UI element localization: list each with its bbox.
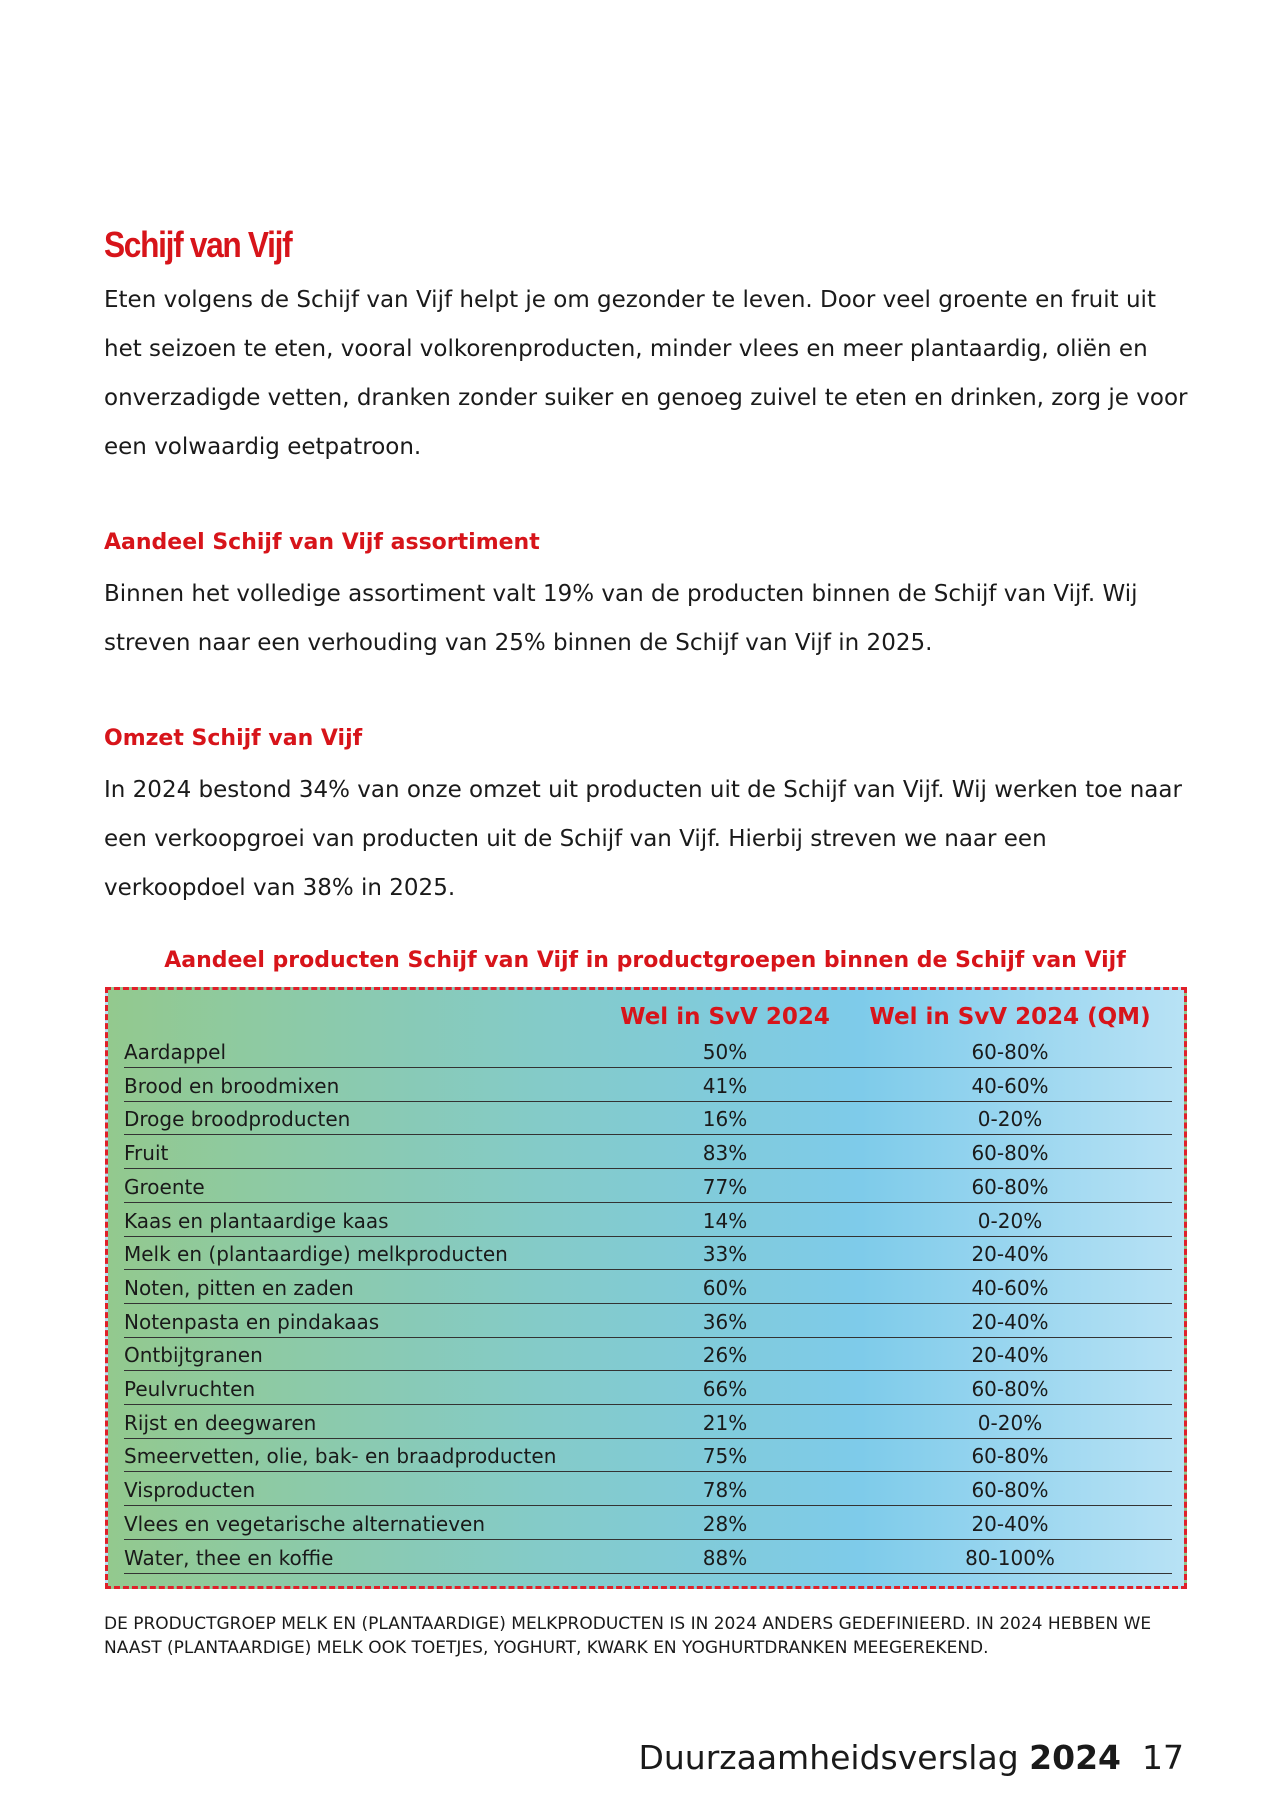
cell-value: 16% bbox=[702, 1107, 748, 1132]
cell-value: 21% bbox=[702, 1410, 748, 1435]
row-label: Fruit bbox=[124, 1141, 169, 1166]
row-divider bbox=[124, 1168, 1172, 1170]
table-caption: Aandeel producten Schijf van Vijf in pro… bbox=[164, 948, 1126, 973]
row-divider bbox=[124, 1100, 1172, 1102]
column-header: Wel in SvV 2024 bbox=[620, 1004, 830, 1030]
row-label: Visproducten bbox=[124, 1478, 256, 1503]
subsection-heading: Aandeel Schijf van Vijf assortiment bbox=[104, 530, 540, 555]
row-divider bbox=[124, 1538, 1172, 1540]
cell-value: 20-40% bbox=[971, 1309, 1049, 1334]
report-name: Duurzaamheidsverslag bbox=[638, 1738, 1019, 1777]
row-divider bbox=[124, 1404, 1172, 1405]
cell-value: 36% bbox=[702, 1309, 748, 1334]
intro-text: Eten volgens de Schijf van Vijf helpt je… bbox=[104, 287, 1188, 460]
cell-value: 75% bbox=[702, 1444, 748, 1469]
cell-value: 60-80% bbox=[971, 1174, 1049, 1199]
cell-value: 60% bbox=[702, 1275, 748, 1300]
row-divider bbox=[124, 1067, 1172, 1068]
cell-value: 0-20% bbox=[977, 1410, 1043, 1435]
footnote: DE PRODUCTGROEP MELK EN (PLANTAARDIGE) M… bbox=[104, 1614, 1152, 1658]
cell-value: 78% bbox=[702, 1478, 748, 1503]
cell-value: 77% bbox=[702, 1174, 748, 1199]
row-divider bbox=[124, 1302, 1172, 1304]
cell-value: 50% bbox=[702, 1040, 748, 1064]
cell-value: 14% bbox=[702, 1208, 748, 1233]
cell-value: 28% bbox=[702, 1511, 748, 1536]
cell-value: 20-40% bbox=[971, 1242, 1049, 1267]
subsection-text: In 2024 bestond 34% van onze omzet uit p… bbox=[104, 777, 1182, 901]
cell-value: 40-60% bbox=[971, 1275, 1049, 1300]
row-label: Notenpasta en pindakaas bbox=[124, 1309, 380, 1334]
row-divider bbox=[124, 1269, 1172, 1271]
row-divider bbox=[124, 1572, 1172, 1574]
cell-value: 88% bbox=[702, 1545, 748, 1570]
row-label: Smeervetten, olie, bak- en braadproducte… bbox=[124, 1444, 557, 1469]
cell-value: 20-40% bbox=[971, 1343, 1049, 1368]
row-label: Noten, pitten en zaden bbox=[124, 1275, 354, 1300]
cell-value: 0-20% bbox=[977, 1208, 1043, 1233]
row-label: Vlees en vegetarische alternatieven bbox=[124, 1511, 486, 1536]
cell-value: 80-100% bbox=[965, 1545, 1055, 1570]
cell-value: 60-80% bbox=[971, 1377, 1049, 1401]
row-divider bbox=[124, 1134, 1172, 1136]
cell-value: 83% bbox=[702, 1141, 748, 1166]
row-divider bbox=[124, 1437, 1172, 1439]
row-label: Groente bbox=[124, 1174, 205, 1199]
row-divider bbox=[124, 1201, 1172, 1203]
table-box bbox=[105, 987, 1187, 1589]
row-label: Water, thee en koffie bbox=[124, 1545, 334, 1570]
row-label: Kaas en plantaardige kaas bbox=[124, 1208, 389, 1233]
cell-value: 41% bbox=[702, 1073, 748, 1098]
row-label: Ontbijtgranen bbox=[124, 1343, 263, 1368]
row-divider bbox=[124, 1505, 1172, 1507]
cell-value: 33% bbox=[702, 1242, 748, 1267]
row-divider bbox=[124, 1336, 1172, 1338]
row-label: Brood en broodmixen bbox=[124, 1073, 340, 1098]
cell-value: 60-80% bbox=[971, 1141, 1049, 1166]
row-label: Melk en (plantaardige) melkproducten bbox=[124, 1242, 508, 1267]
cell-value: 66% bbox=[702, 1377, 748, 1401]
cell-value: 40-60% bbox=[971, 1073, 1049, 1098]
footer: Duurzaamheidsverslag 2024 17 bbox=[638, 1738, 1184, 1777]
report-year: 2024 bbox=[1029, 1738, 1122, 1777]
row-divider bbox=[124, 1370, 1172, 1372]
cell-value: 26% bbox=[702, 1343, 748, 1368]
row-label: Peulvruchten bbox=[124, 1377, 256, 1401]
subsection-heading: Omzet Schijf van Vijf bbox=[104, 726, 363, 751]
cell-value: 0-20% bbox=[977, 1107, 1043, 1132]
page-number: 17 bbox=[1142, 1738, 1184, 1777]
row-label: Droge broodproducten bbox=[124, 1107, 351, 1132]
column-header: Wel in SvV 2024 (QM) bbox=[869, 1004, 1151, 1030]
cell-value: 60-80% bbox=[971, 1040, 1049, 1064]
cell-value: 60-80% bbox=[971, 1478, 1049, 1503]
cell-value: 20-40% bbox=[971, 1511, 1049, 1536]
row-divider bbox=[124, 1471, 1172, 1473]
subsection-text: Binnen het volledige assortiment valt 19… bbox=[104, 581, 1138, 656]
row-label: Aardappel bbox=[124, 1040, 227, 1064]
cell-value: 60-80% bbox=[971, 1444, 1049, 1469]
row-label: Rijst en deegwaren bbox=[124, 1410, 317, 1435]
section-title: Schijf van Vijf bbox=[104, 224, 293, 265]
row-divider bbox=[124, 1235, 1172, 1237]
